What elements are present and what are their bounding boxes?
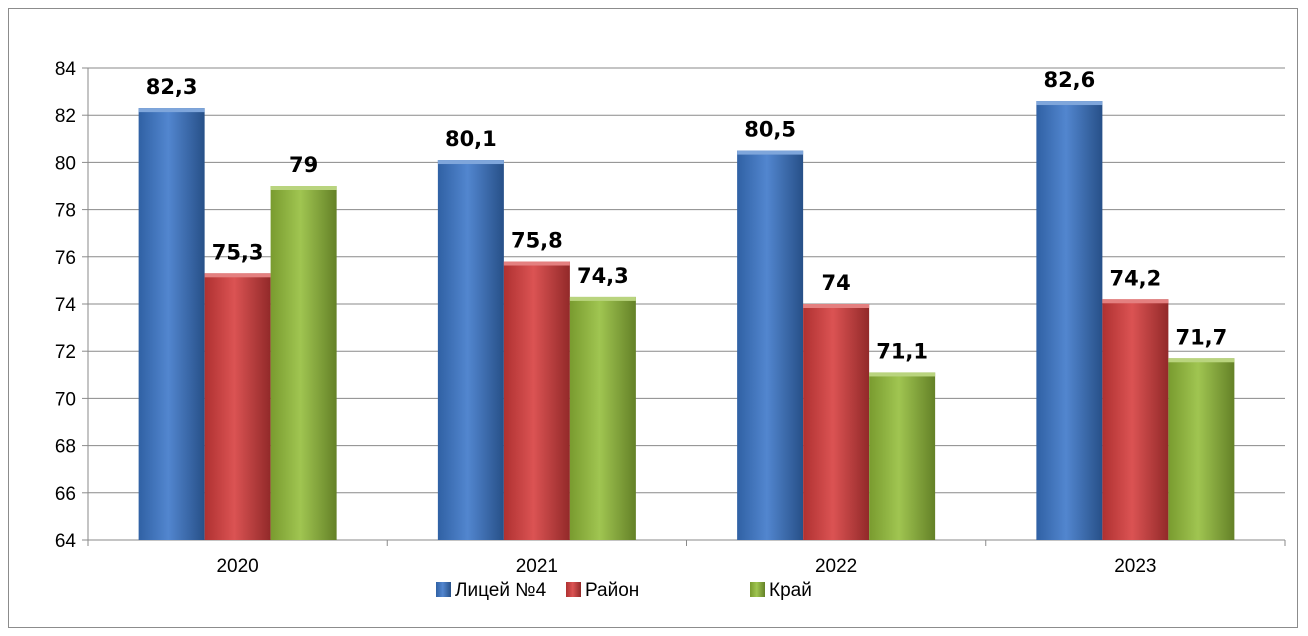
y-tick-label: 74 bbox=[55, 295, 77, 316]
data-label: 74,3 bbox=[577, 264, 629, 288]
data-label: 80,5 bbox=[744, 118, 796, 142]
bar-2022-series-1 bbox=[803, 304, 870, 540]
bar-2022-series-0 bbox=[737, 150, 804, 540]
data-label: 75,8 bbox=[511, 229, 563, 253]
y-tick-label: 72 bbox=[55, 342, 76, 363]
data-label: 71,7 bbox=[1175, 325, 1227, 349]
y-tick-label: 64 bbox=[55, 531, 77, 552]
bar-top-highlight bbox=[437, 160, 504, 165]
y-tick-label: 76 bbox=[55, 248, 76, 269]
data-label: 71,1 bbox=[876, 339, 928, 363]
bar-2023-series-2 bbox=[1168, 358, 1235, 540]
bar-2023-series-0 bbox=[1036, 101, 1103, 540]
bar-top-highlight bbox=[1168, 358, 1235, 363]
bar-2021-series-1 bbox=[503, 261, 570, 540]
x-tick-label: 2021 bbox=[516, 556, 558, 577]
bar-top-highlight bbox=[869, 372, 936, 377]
y-tick-label: 82 bbox=[55, 106, 76, 127]
legend: Лицей №4 Район Край bbox=[436, 580, 812, 601]
y-tick-label: 68 bbox=[55, 437, 76, 458]
data-labels: 82,3 75,3 79 80,1 75,8 74,3 80,5 74 71,1 82,6 74,2… bbox=[146, 68, 1228, 363]
data-label: 82,6 bbox=[1043, 68, 1095, 92]
bar-top-highlight bbox=[803, 304, 870, 308]
legend-label: Лицей №4 bbox=[455, 580, 547, 601]
x-tick-labels: 2020 2021 2022 2023 bbox=[216, 556, 1156, 577]
bar-top-highlight bbox=[569, 296, 636, 301]
x-tick-label: 2023 bbox=[1114, 556, 1156, 577]
bar-top-highlight bbox=[1102, 299, 1169, 304]
bar-2020-series-0 bbox=[138, 108, 205, 541]
data-label: 80,1 bbox=[445, 127, 497, 151]
y-tick-label: 80 bbox=[55, 153, 76, 174]
data-label: 79 bbox=[289, 153, 318, 177]
y-tick-labels: 64 66 68 70 72 74 76 78 80 82 84 bbox=[55, 59, 77, 552]
bar-top-highlight bbox=[737, 150, 804, 155]
y-tick-label: 70 bbox=[55, 389, 76, 410]
y-tick-label: 78 bbox=[55, 201, 76, 222]
legend-swatch bbox=[750, 582, 765, 597]
bar-top-highlight bbox=[1036, 101, 1103, 106]
data-label: 75,3 bbox=[212, 240, 264, 264]
bar-top-highlight bbox=[204, 273, 271, 278]
y-tick-label: 84 bbox=[55, 59, 77, 80]
bar-top-highlight bbox=[138, 108, 205, 113]
bars bbox=[138, 101, 1235, 541]
legend-label: Край bbox=[769, 580, 812, 601]
bar-top-highlight bbox=[270, 186, 337, 190]
bar-2021-series-2 bbox=[569, 296, 636, 540]
bar-2020-series-1 bbox=[204, 273, 271, 540]
legend-swatch bbox=[436, 582, 451, 597]
x-tick-label: 2022 bbox=[815, 556, 857, 577]
bar-2023-series-1 bbox=[1102, 299, 1169, 540]
bar-2020-series-2 bbox=[270, 186, 337, 540]
data-label: 74,2 bbox=[1109, 266, 1161, 290]
y-tick-label: 66 bbox=[55, 484, 76, 505]
legend-swatch bbox=[566, 582, 581, 597]
data-label: 74 bbox=[822, 271, 851, 295]
bar-2022-series-2 bbox=[869, 372, 936, 540]
data-label: 82,3 bbox=[146, 75, 198, 99]
legend-label: Район bbox=[585, 580, 639, 601]
bar-2021-series-0 bbox=[437, 160, 504, 541]
bar-top-highlight bbox=[503, 261, 570, 266]
x-tick-label: 2020 bbox=[216, 556, 258, 577]
